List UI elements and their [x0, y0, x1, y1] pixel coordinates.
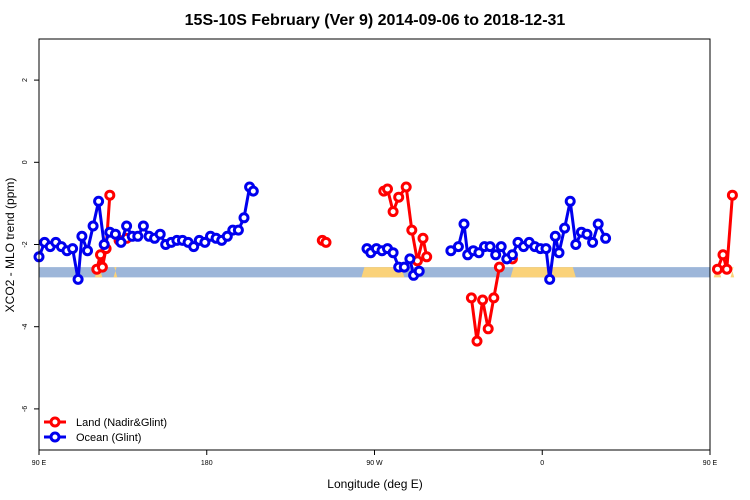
y-axis: 2 0 -2 -4 -6 — [22, 78, 39, 412]
data-point-ocean — [587, 236, 599, 248]
data-point-ocean — [188, 241, 200, 253]
data-point-ocean — [98, 239, 110, 250]
data-point-land — [488, 292, 500, 304]
data-point-land — [482, 323, 494, 335]
land-band-segment — [113, 267, 118, 278]
data-point-ocean — [115, 236, 127, 248]
data-point-ocean — [93, 195, 105, 207]
legend-marker-land — [49, 416, 61, 428]
data-point-ocean — [592, 218, 604, 230]
data-point-land — [96, 261, 108, 273]
chart-title: 15S-10S February (Ver 9) 2014-09-06 to 2… — [185, 12, 566, 29]
data-point-land — [417, 232, 429, 244]
data-point-land — [393, 191, 405, 203]
data-point-land — [465, 292, 477, 304]
land-band-segment — [361, 267, 405, 278]
data-point-ocean — [458, 218, 470, 230]
x-tick-label: 90 E — [703, 460, 718, 467]
data-point-ocean — [540, 243, 552, 255]
data-point-ocean — [404, 253, 416, 265]
data-point-ocean — [600, 232, 612, 244]
data-point-ocean — [484, 241, 496, 253]
data-point-land — [387, 206, 399, 218]
data-point-ocean — [559, 222, 571, 234]
land-band-segment — [510, 267, 576, 278]
data-point-land — [712, 263, 723, 275]
data-point-ocean — [67, 243, 79, 255]
data-point-land — [320, 236, 332, 248]
y-tick-label: 2 — [22, 78, 29, 82]
x-tick-label: 0 — [540, 460, 544, 467]
data-point-ocean — [398, 261, 410, 273]
data-point-land — [400, 181, 412, 193]
data-point-land — [721, 263, 733, 275]
x-tick-label: 90 W — [366, 460, 383, 467]
x-axis-label: Longitude (deg E) — [327, 477, 422, 491]
data-point-ocean — [553, 247, 565, 259]
data-point-ocean — [154, 228, 166, 240]
data-point-ocean — [109, 228, 121, 240]
data-point-ocean — [121, 220, 133, 232]
legend-label-land: Land (Nadir&Glint) — [76, 417, 167, 429]
data-point-ocean — [564, 195, 576, 207]
data-point-land — [95, 249, 106, 261]
data-point-ocean — [247, 185, 259, 197]
x-axis: 90 E 180 90 W 0 90 E — [32, 450, 718, 467]
y-tick-label: -2 — [22, 241, 29, 247]
data-point-ocean — [72, 273, 84, 285]
data-point-land — [717, 249, 729, 261]
data-point-ocean — [413, 265, 425, 277]
series-layer — [33, 181, 738, 347]
y-tick-label: -4 — [22, 323, 29, 329]
data-point-ocean — [132, 230, 144, 242]
data-point-land — [726, 189, 738, 201]
y-tick-label: -6 — [22, 406, 29, 412]
data-point-land — [382, 183, 393, 195]
series-land — [91, 181, 738, 347]
data-point-ocean — [490, 249, 502, 261]
data-point-ocean — [82, 245, 93, 257]
data-point-land — [477, 294, 489, 306]
data-point-ocean — [137, 220, 149, 232]
series-ocean — [33, 181, 612, 285]
data-point-ocean — [452, 241, 464, 253]
x-tick-label: 90 E — [32, 460, 47, 467]
series-line-land — [716, 195, 734, 271]
data-point-land — [104, 189, 116, 201]
data-point-land — [471, 335, 483, 347]
data-point-ocean — [76, 230, 88, 242]
data-point-ocean — [232, 224, 244, 236]
data-point-land — [421, 251, 433, 263]
data-point-ocean — [544, 273, 556, 285]
legend-label-ocean: Ocean (Glint) — [76, 432, 141, 444]
data-point-land — [493, 261, 505, 273]
data-point-land — [406, 224, 418, 236]
x-tick-label: 180 — [201, 460, 213, 467]
data-point-ocean — [570, 239, 582, 250]
legend-box — [40, 412, 190, 449]
data-point-ocean — [506, 249, 518, 261]
legend-marker-ocean — [49, 431, 61, 443]
data-point-ocean — [387, 247, 399, 259]
data-point-ocean — [87, 220, 99, 232]
data-point-ocean — [549, 230, 561, 242]
legend: Land (Nadir&Glint) Ocean (Glint) — [40, 412, 190, 449]
surface-type-band — [39, 267, 735, 278]
data-point-ocean — [238, 212, 250, 224]
land-band-segment — [730, 267, 735, 278]
data-point-ocean — [495, 241, 507, 253]
data-point-ocean — [581, 228, 593, 240]
y-tick-label: 0 — [22, 160, 29, 164]
y-axis-label: XCO2 - MLO trend (ppm) — [3, 178, 17, 313]
